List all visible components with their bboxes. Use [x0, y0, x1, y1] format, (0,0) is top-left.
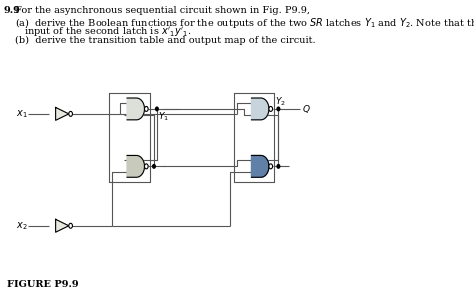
- Text: For the asynchronous sequential circuit shown in Fig. P9.9,: For the asynchronous sequential circuit …: [15, 6, 310, 15]
- Polygon shape: [127, 155, 145, 177]
- Text: $Y_1$: $Y_1$: [158, 111, 169, 123]
- Text: FIGURE P9.9: FIGURE P9.9: [7, 280, 79, 289]
- Circle shape: [145, 107, 148, 111]
- Polygon shape: [127, 98, 145, 120]
- Circle shape: [277, 107, 280, 111]
- Polygon shape: [55, 107, 69, 120]
- Polygon shape: [55, 219, 69, 232]
- Polygon shape: [252, 155, 269, 177]
- Circle shape: [277, 165, 280, 168]
- Circle shape: [145, 164, 148, 169]
- Text: (a)  derive the Boolean functions for the outputs of the two $SR$ latches $Y_1$ : (a) derive the Boolean functions for the…: [15, 16, 474, 30]
- Text: $Q$: $Q$: [302, 103, 310, 115]
- Text: $x_2$: $x_2$: [16, 220, 27, 232]
- Text: $Y_2$: $Y_2$: [275, 95, 286, 108]
- Circle shape: [269, 164, 273, 169]
- Circle shape: [69, 111, 73, 116]
- Circle shape: [269, 107, 273, 111]
- Text: (b)  derive the transition table and output map of the circuit.: (b) derive the transition table and outp…: [15, 36, 316, 45]
- Circle shape: [69, 223, 73, 228]
- Text: input of the second latch is $x'_1y'_1$.: input of the second latch is $x'_1y'_1$.: [24, 26, 192, 40]
- Circle shape: [153, 165, 155, 168]
- Polygon shape: [252, 98, 269, 120]
- Text: 9.9: 9.9: [4, 6, 20, 15]
- Text: $x_1$: $x_1$: [16, 108, 28, 120]
- Circle shape: [155, 107, 158, 111]
